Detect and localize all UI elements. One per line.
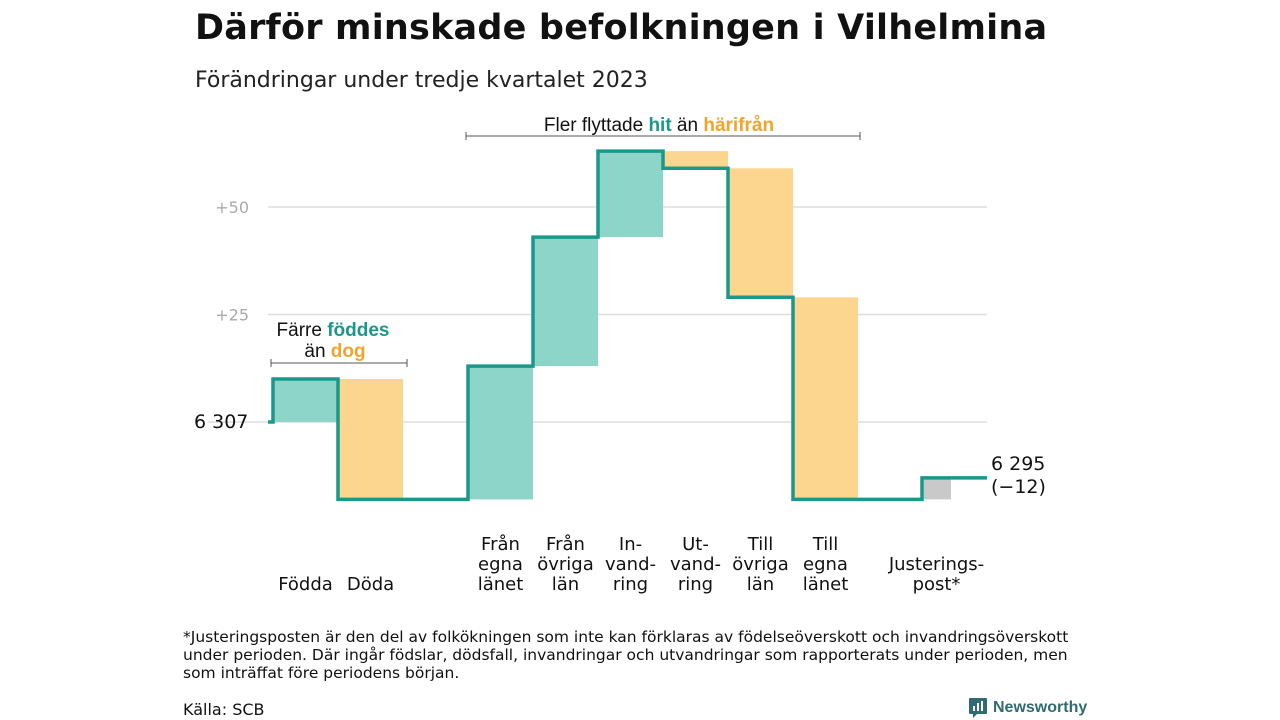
waterfall-bar [663, 151, 728, 169]
footnote: *Justeringsposten är den del av folkökni… [183, 628, 1069, 682]
source-note: Källa: SCB [183, 700, 265, 719]
waterfall-bar [922, 477, 951, 500]
waterfall-chart: +25+50 Födda DödaFrånegnalänetFrånövrigal… [194, 115, 1046, 595]
category-label: ring [613, 574, 648, 595]
category-label: Till [747, 534, 773, 555]
waterfall-bar [338, 379, 403, 500]
waterfall-bar [793, 297, 858, 500]
category-label: övriga [732, 554, 789, 575]
newsworthy-logo-icon [969, 698, 987, 718]
category-label: egna [478, 554, 523, 575]
category-label: In- [619, 534, 642, 555]
population-step-line [268, 149, 987, 502]
chart-subtitle: Förändringar under tredje kvartalet 2023 [195, 68, 648, 93]
end-value-label: 6 295 [991, 453, 1045, 475]
y-tick-label: +25 [215, 306, 249, 325]
category-label: övriga [537, 554, 594, 575]
category-label: Till [812, 534, 838, 555]
waterfall-bar [273, 379, 338, 422]
y-tick-label: +50 [215, 198, 249, 217]
born-died-annotation-line1: Färre föddes [277, 320, 390, 341]
category-label: ring [678, 574, 713, 595]
brand-name: Newsworthy [993, 699, 1088, 716]
migration-annotation: Fler flyttade hit än härifrån [544, 115, 774, 136]
category-label: länet [478, 574, 524, 595]
brand-logo[interactable]: Newsworthy [968, 696, 1087, 720]
bar-layer [273, 151, 951, 500]
text-layer: Födda DödaFrånegnalänetFrånövrigalänIn-va… [194, 115, 1046, 595]
category-label: Födda [278, 574, 333, 595]
category-label: Från [546, 534, 585, 555]
category-label: Döda [347, 574, 394, 595]
category-label: Från [481, 534, 520, 555]
category-label: egna [803, 554, 848, 575]
chart-title: Därför minskade befolkningen i Vilhelmin… [195, 8, 1048, 48]
waterfall-bar [598, 151, 663, 238]
category-label: post* [913, 574, 961, 595]
line-layer [268, 149, 987, 502]
start-value-label: 6 307 [194, 411, 248, 433]
waterfall-bar [728, 168, 793, 298]
category-label: länet [803, 574, 849, 595]
category-label: Justerings- [888, 554, 984, 575]
waterfall-bar [533, 237, 598, 367]
category-label: Ut- [682, 534, 709, 555]
waterfall-bar [468, 366, 533, 500]
category-label: vand- [670, 554, 721, 575]
end-change-label: (−12) [991, 476, 1046, 498]
category-label: län [552, 574, 579, 595]
category-label: vand- [605, 554, 656, 575]
category-label: län [747, 574, 774, 595]
born-died-annotation-line2: än dog [304, 341, 365, 362]
